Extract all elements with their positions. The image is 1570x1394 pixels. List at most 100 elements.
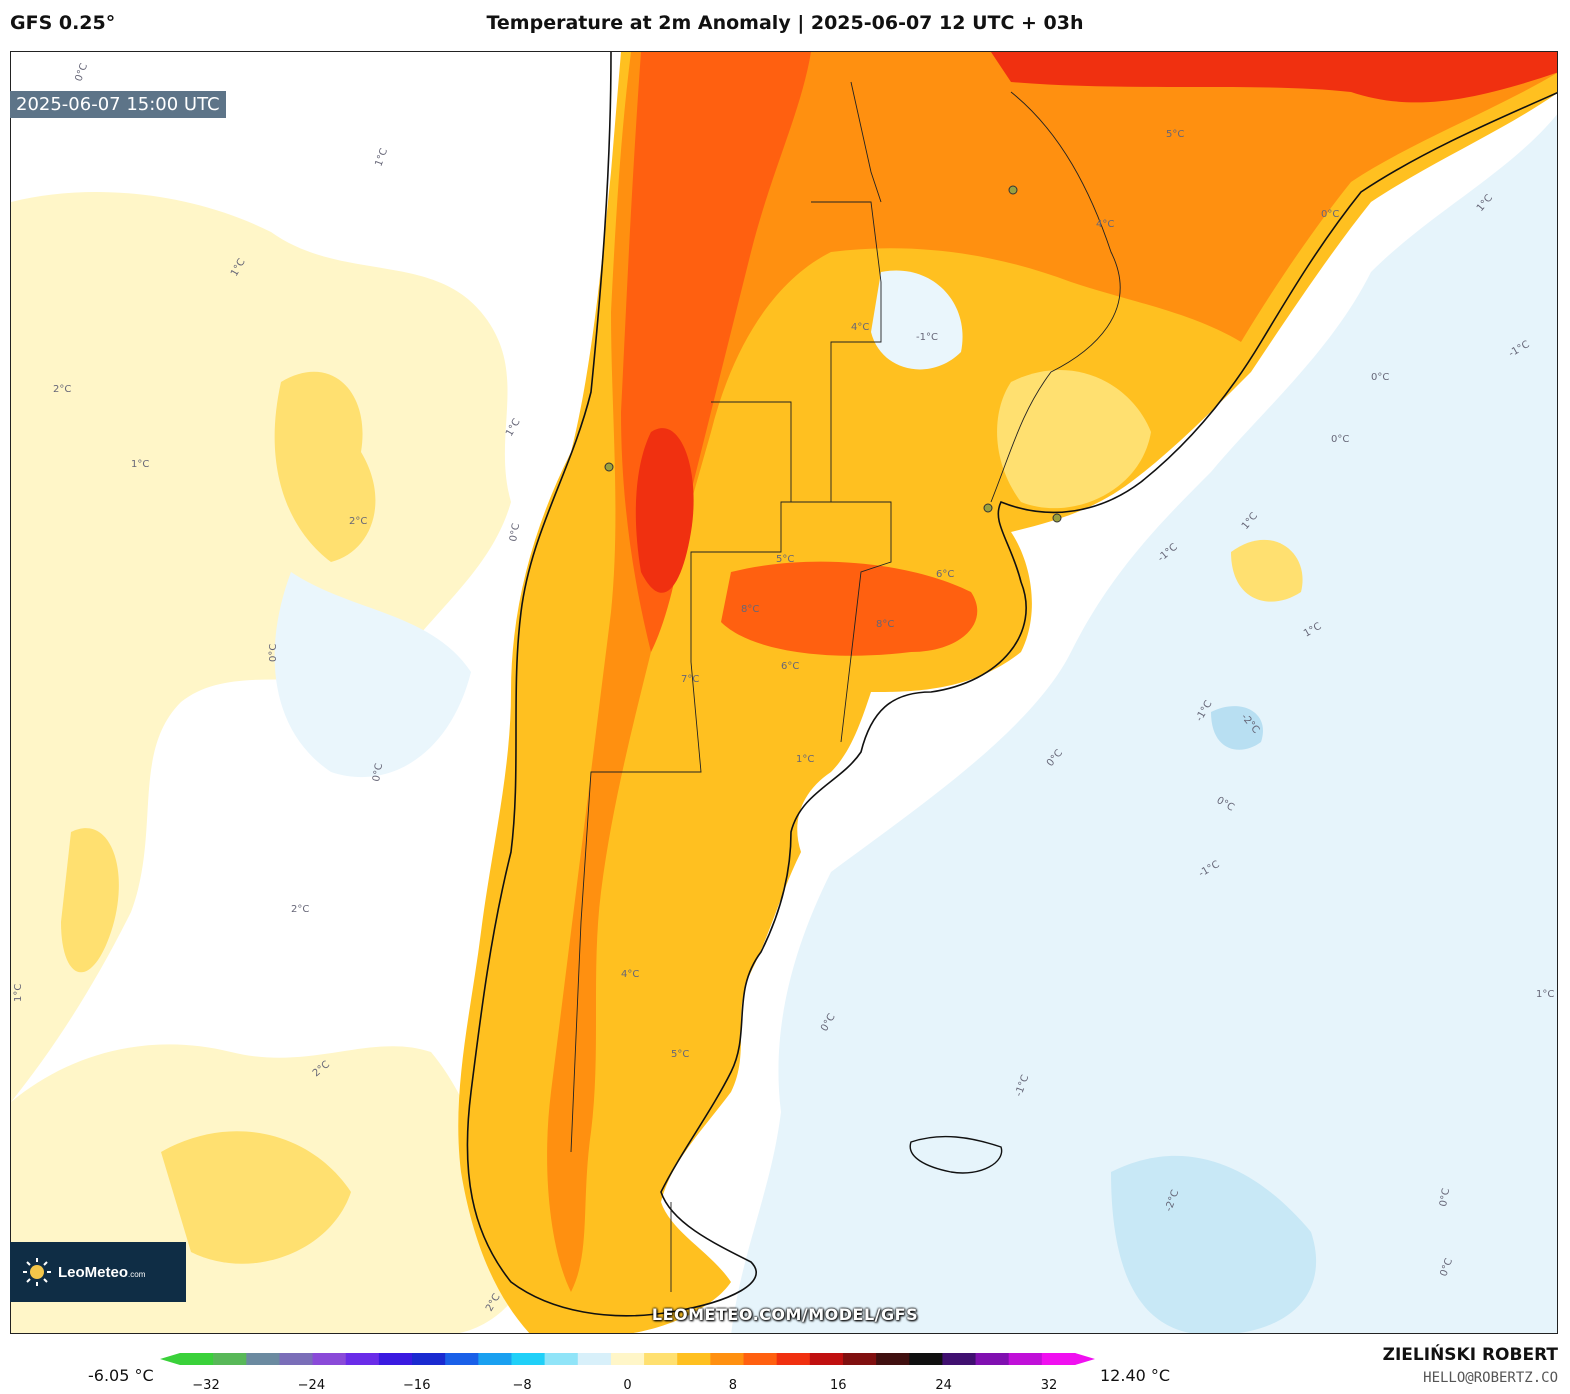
colorbar-cell bbox=[577, 1353, 612, 1365]
contour-label: -1°C bbox=[916, 332, 938, 343]
colorbar-cell bbox=[279, 1353, 314, 1365]
colorbar-cell bbox=[511, 1353, 546, 1365]
model-name: GFS 0.25° bbox=[10, 12, 116, 34]
colorbar-cell bbox=[644, 1353, 678, 1365]
atlantic-cold-core bbox=[1111, 1156, 1316, 1333]
colorbar-cell bbox=[1041, 1353, 1076, 1365]
colorbar-tick-label: −24 bbox=[297, 1378, 326, 1393]
contour-label: 5°C bbox=[1166, 129, 1184, 140]
contour-label: 1°C bbox=[13, 984, 24, 1002]
colorbar-cell bbox=[312, 1353, 347, 1365]
colorbar-cell bbox=[478, 1353, 512, 1365]
andes-peak-anomaly bbox=[635, 428, 694, 593]
colorbar-cell bbox=[345, 1353, 380, 1365]
coastline bbox=[466, 52, 1557, 1317]
pampas-hot-area bbox=[721, 561, 978, 656]
colorbar-cell bbox=[412, 1353, 446, 1365]
contour-label: 6°C bbox=[781, 661, 799, 672]
colorbar-cell bbox=[677, 1353, 711, 1365]
contour-label: 2°C bbox=[291, 904, 309, 915]
city-marker bbox=[983, 503, 993, 513]
province-borders-3 bbox=[711, 401, 792, 502]
colorbar-cell bbox=[213, 1353, 247, 1365]
pacific-patch-3 bbox=[161, 1131, 351, 1264]
contour-label: 0°C bbox=[371, 763, 385, 783]
colorbar-tick-label: 32 bbox=[1040, 1378, 1058, 1393]
atlantic-warm-spot bbox=[1231, 539, 1303, 602]
website-watermark: LEOMETEO.COM/MODEL/GFS bbox=[651, 1305, 919, 1324]
country-border-east bbox=[990, 91, 1121, 503]
leometeo-logo[interactable]: LeoMeteo.com bbox=[10, 1242, 186, 1302]
atlantic-cold-spot bbox=[1211, 706, 1263, 750]
contour-label: 1°C bbox=[796, 754, 814, 765]
map-title: Temperature at 2m Anomaly | 2025-06-07 1… bbox=[486, 12, 1084, 34]
contour-label: 1°C bbox=[131, 459, 149, 470]
province-borders-1 bbox=[570, 201, 882, 1153]
contour-label: 5°C bbox=[776, 554, 794, 565]
contour-label: 0°C bbox=[1438, 1188, 1452, 1208]
continent-warm-area bbox=[458, 52, 1557, 1333]
colorbar-cell bbox=[842, 1353, 877, 1365]
scale-max-label: 12.40 °C bbox=[1100, 1366, 1171, 1385]
contour-label: 1°C bbox=[1536, 989, 1554, 1000]
colorbar-tick-label: 0 bbox=[623, 1378, 632, 1393]
province-borders-2 bbox=[831, 501, 892, 743]
colorbar-tick-label: −8 bbox=[512, 1378, 532, 1393]
colorbar-cell bbox=[975, 1353, 1010, 1365]
falkland-islands bbox=[909, 1135, 1003, 1174]
sun-icon bbox=[23, 1258, 51, 1286]
contour-label: 0°C bbox=[268, 644, 279, 662]
colorbar-cell bbox=[710, 1353, 745, 1365]
contour-label: 8°C bbox=[876, 619, 894, 630]
contour-label: 0°C bbox=[1321, 209, 1339, 220]
colorbar-cell bbox=[743, 1353, 778, 1365]
colorbar-tick-label: −16 bbox=[403, 1378, 431, 1393]
pacific-patch-1 bbox=[274, 371, 376, 562]
contour-label: 7°C bbox=[681, 674, 699, 685]
colorbar-tick-label: 16 bbox=[829, 1378, 847, 1393]
contour-label: 5°C bbox=[671, 1049, 689, 1060]
atlantic-cool-area bbox=[731, 114, 1557, 1333]
city-marker bbox=[1052, 513, 1062, 523]
colorbar-cell bbox=[876, 1353, 910, 1365]
contour-label: 4°C bbox=[1096, 219, 1114, 230]
city-marker bbox=[604, 462, 614, 472]
pacific-cool-patch bbox=[274, 572, 471, 778]
colorbar-tick-label: −32 bbox=[192, 1378, 220, 1393]
colorbar-tick-label: 8 bbox=[728, 1378, 738, 1393]
contour-label: 4°C bbox=[851, 322, 869, 333]
colorbar-cell bbox=[378, 1353, 413, 1365]
author-email: HELLO@ROBERTZ.CO bbox=[1423, 1370, 1558, 1386]
scale-min-label: -6.05 °C bbox=[88, 1366, 154, 1385]
pacific-patch-2 bbox=[61, 828, 119, 973]
colorbar-cell bbox=[909, 1353, 943, 1365]
contour-label: 2°C bbox=[53, 384, 71, 395]
logo-text: LeoMeteo.com bbox=[58, 1263, 146, 1281]
brazil-hot-area bbox=[991, 52, 1557, 103]
inland-cool-spot bbox=[871, 270, 963, 370]
colorbar-cell bbox=[180, 1353, 214, 1365]
colorbar-cell bbox=[809, 1353, 844, 1365]
city-marker bbox=[1008, 185, 1018, 195]
colorbar bbox=[160, 1353, 1095, 1365]
contour-label: 2°C bbox=[349, 516, 367, 527]
country-border-north bbox=[850, 81, 882, 203]
author-name: ZIELIŃSKI ROBERT bbox=[1382, 1345, 1558, 1365]
contour-label: 0°C bbox=[1371, 372, 1389, 383]
colorbar-arrow-right bbox=[1075, 1353, 1095, 1365]
contour-label: 0°C bbox=[508, 523, 522, 543]
colorbar-cell bbox=[610, 1353, 645, 1365]
colorbar-cell bbox=[1008, 1353, 1043, 1365]
valid-time-badge: 2025-06-07 15:00 UTC bbox=[10, 91, 226, 118]
map-canvas: 0°C 1°C 1°C 2°C 1°C 2°C 1°C 0°C 0°C 0°C … bbox=[11, 52, 1557, 1333]
colorbar-cell bbox=[544, 1353, 579, 1365]
colorbar-tick-label: 24 bbox=[935, 1378, 952, 1393]
colorbar-cell bbox=[776, 1353, 811, 1365]
colorbar-cell bbox=[445, 1353, 479, 1365]
contour-label: 0°C bbox=[1331, 434, 1349, 445]
anomaly-map[interactable]: 0°C 1°C 1°C 2°C 1°C 2°C 1°C 0°C 0°C 0°C … bbox=[10, 51, 1558, 1334]
uruguay-area bbox=[997, 370, 1151, 509]
colorbar-arrow-left bbox=[160, 1353, 180, 1365]
contour-label: 4°C bbox=[621, 969, 639, 980]
contour-label: 8°C bbox=[741, 604, 759, 615]
